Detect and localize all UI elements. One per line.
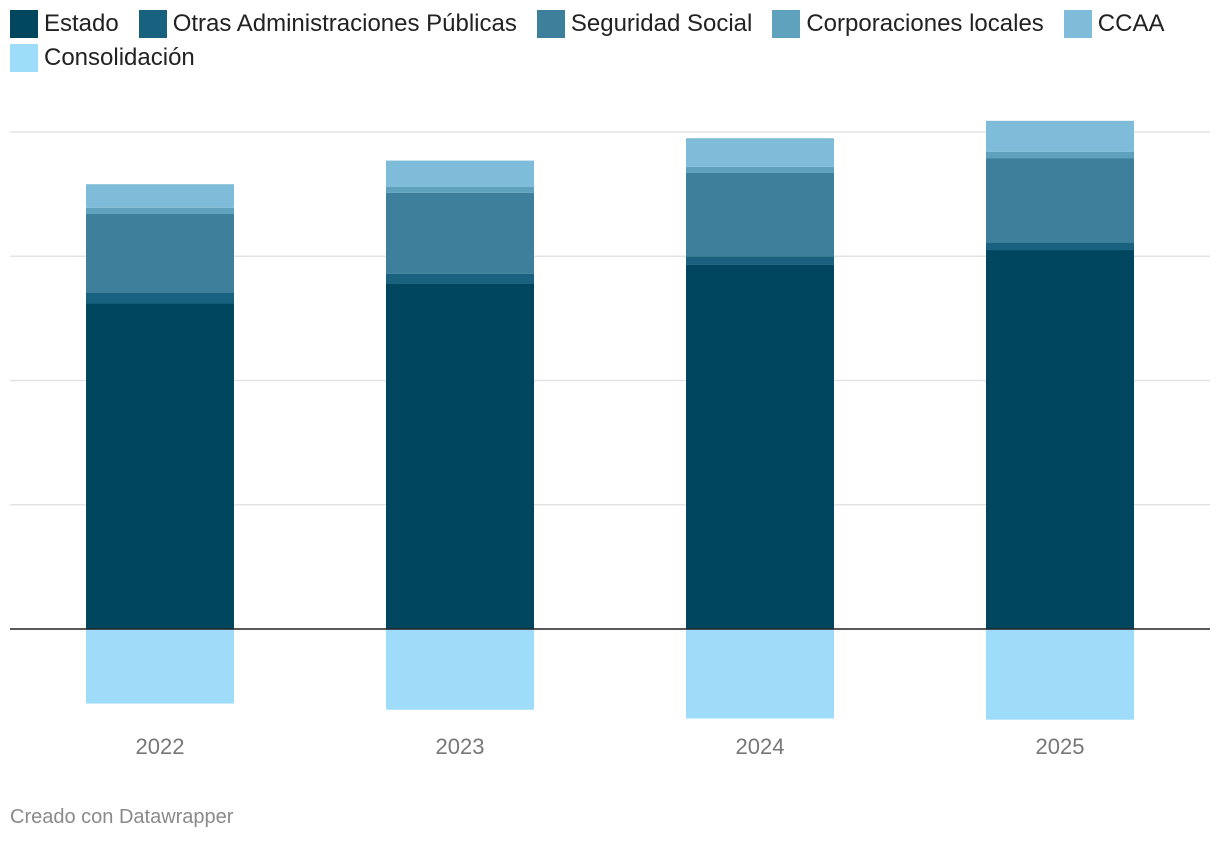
bar-segment [386, 160, 534, 187]
bar-segment [86, 214, 234, 293]
bar-segment [386, 186, 534, 193]
bar-segment [986, 629, 1134, 720]
bar-segment [986, 158, 1134, 243]
legend-item: Seguridad Social [536, 10, 753, 38]
bar-segment [386, 629, 534, 710]
bar-segment [686, 166, 834, 174]
bar-segment [986, 242, 1134, 251]
legend-label: Consolidación [44, 44, 195, 71]
x-tick-label: 2024 [736, 734, 785, 759]
legend-label: Estado [44, 10, 119, 37]
bar-segment [986, 151, 1134, 159]
legend-swatch [1063, 10, 1092, 38]
legend-swatch [138, 10, 167, 38]
bar-segment [686, 629, 834, 719]
legend-item: Otras Administraciones Públicas [138, 10, 517, 38]
bar-segment [386, 273, 534, 284]
bar-segment [686, 173, 834, 257]
legend: Estado Otras Administraciones Públicas Seg… [10, 10, 1210, 72]
legend-label: Seguridad Social [570, 10, 753, 37]
bar-segment [986, 120, 1134, 152]
legend-item: CCAA [1063, 10, 1165, 38]
bar-segment [686, 138, 834, 167]
bar-segment [686, 264, 834, 629]
bar-segment [986, 250, 1134, 629]
legend-label: Otras Administraciones Públicas [172, 10, 517, 37]
legend-label: CCAA [1097, 10, 1165, 37]
bar-segment [86, 184, 234, 208]
bar-segment [86, 207, 234, 215]
legend-swatch [772, 10, 801, 38]
x-tick-label: 2025 [1036, 734, 1085, 759]
bar-segment [86, 292, 234, 304]
bar-segment [86, 629, 234, 704]
legend-swatch [10, 44, 38, 72]
bar-segment [686, 256, 834, 265]
bar-segment [386, 192, 534, 274]
legend-item: Corporaciones locales [772, 10, 1044, 38]
legend-item: Estado [10, 10, 119, 38]
x-tick-label: 2022 [136, 734, 185, 759]
legend-swatch [10, 10, 38, 38]
credit-text: Creado con Datawrapper [10, 806, 234, 828]
legend-swatch [536, 10, 565, 38]
bar-segment [86, 303, 234, 629]
bar-segment [386, 283, 534, 629]
legend-item: Consolidación [10, 44, 195, 72]
legend-label: Corporaciones locales [806, 10, 1044, 37]
x-tick-label: 2023 [436, 734, 485, 759]
